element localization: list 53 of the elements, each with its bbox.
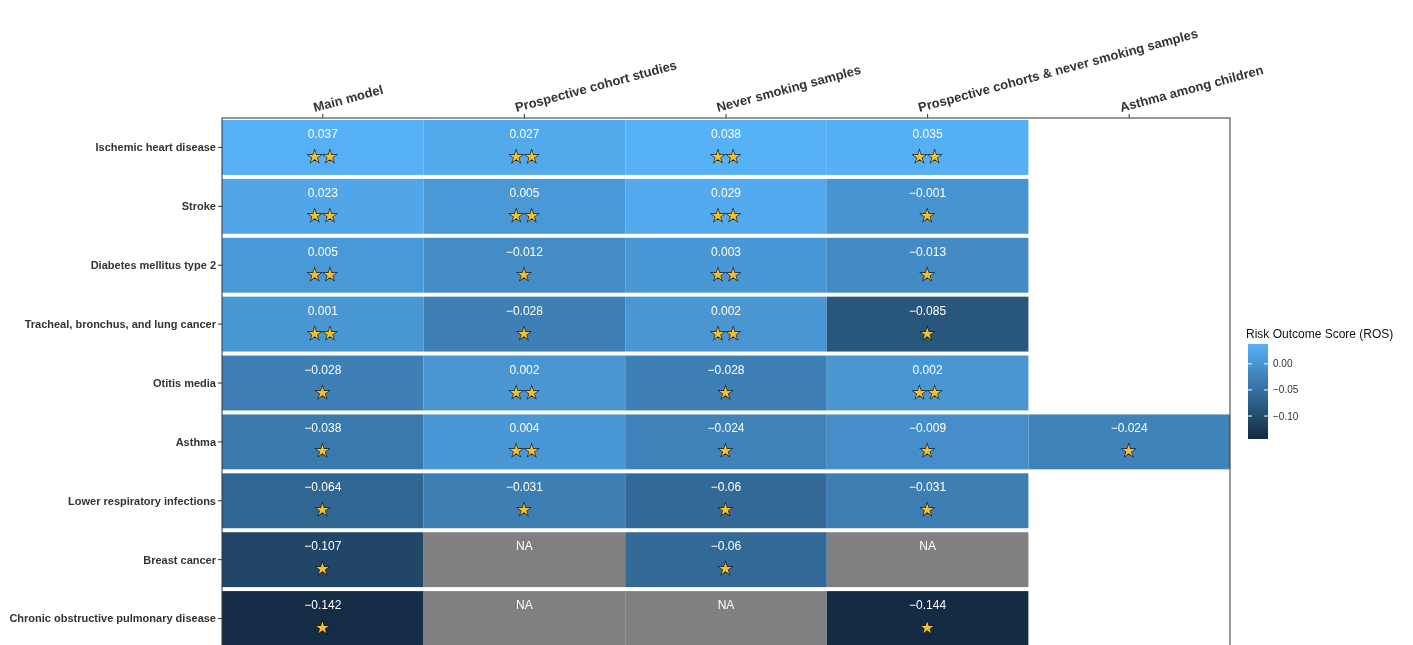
- data-label: 0.002 ★★: [710, 303, 742, 343]
- color-bar-label: −0.05: [1273, 384, 1299, 396]
- data-label: −0.028 ★: [304, 362, 342, 402]
- data-label: −0.06 ★: [710, 539, 742, 579]
- color-bar-title: Risk Outcome Score (ROS): [1246, 327, 1394, 341]
- y-tick-label: Breast cancer: [143, 553, 217, 566]
- text: NA: [516, 539, 533, 554]
- data-label: 0.027 ★★: [509, 127, 540, 166]
- data-label: −0.144 ★: [909, 598, 947, 638]
- data-label: 0.001 ★★: [307, 303, 339, 343]
- data-label: −0.038 ★: [304, 421, 342, 461]
- data-label: −0.013 ★: [909, 244, 947, 284]
- color-bar-label: 0.00: [1273, 358, 1293, 370]
- data-label: 0.002 ★★: [509, 362, 540, 402]
- x-tick-label: Main model: [311, 81, 385, 115]
- text: NA: [717, 598, 735, 613]
- y-tick-label: Ischemic heart disease: [95, 141, 216, 154]
- y-tick-label: Diabetes mellitus type 2: [90, 259, 216, 272]
- data-label: 0.005 ★★: [509, 185, 540, 225]
- data-label: 0.035 ★★: [912, 127, 943, 166]
- data-label: 0.029 ★★: [710, 185, 742, 225]
- data-label: 0.003 ★★: [710, 244, 742, 284]
- data-label: 0.004 ★★: [509, 421, 540, 461]
- y-tick-label: Tracheal, bronchus, and lung cancer: [24, 317, 217, 330]
- data-label: −0.009 ★: [909, 421, 947, 461]
- data-label: 0.023 ★★: [307, 185, 339, 225]
- y-tick-label: Stroke: [181, 200, 216, 213]
- data-label: 0.037 ★★: [307, 127, 339, 166]
- data-label: 0.002 ★★: [912, 362, 943, 402]
- data-label: −0.107 ★: [304, 539, 342, 579]
- data-label: −0.024 ★: [707, 421, 745, 461]
- data-label: −0.064 ★: [304, 480, 342, 520]
- data-label: −0.024 ★: [1110, 421, 1149, 461]
- text: NA: [516, 598, 533, 613]
- data-label: −0.142 ★: [304, 598, 342, 638]
- text: NA: [919, 539, 936, 554]
- y-tick-label: Lower respiratory infections: [68, 494, 216, 507]
- data-label: −0.028 ★: [707, 362, 745, 402]
- data-label: 0.005 ★★: [307, 244, 339, 284]
- color-bar-label: −0.10: [1273, 410, 1299, 422]
- y-tick-label: Otitis media: [153, 376, 217, 389]
- y-tick-label: Chronic obstructive pulmonary disease: [9, 612, 216, 625]
- data-label: −0.001 ★: [909, 185, 947, 225]
- y-tick-label: Asthma: [175, 435, 217, 448]
- data-label: −0.085 ★: [909, 303, 947, 343]
- data-label: −0.06 ★: [710, 480, 742, 520]
- data-label: −0.031 ★: [909, 480, 947, 520]
- data-label: 0.038 ★★: [710, 127, 742, 166]
- data-label: −0.031 ★: [505, 480, 544, 520]
- data-label: −0.028 ★: [505, 303, 544, 343]
- data-label: −0.012 ★: [505, 244, 544, 284]
- x-tick-label: Asthma among children: [1118, 62, 1266, 115]
- x-tick-label: Never smoking samples: [714, 61, 863, 115]
